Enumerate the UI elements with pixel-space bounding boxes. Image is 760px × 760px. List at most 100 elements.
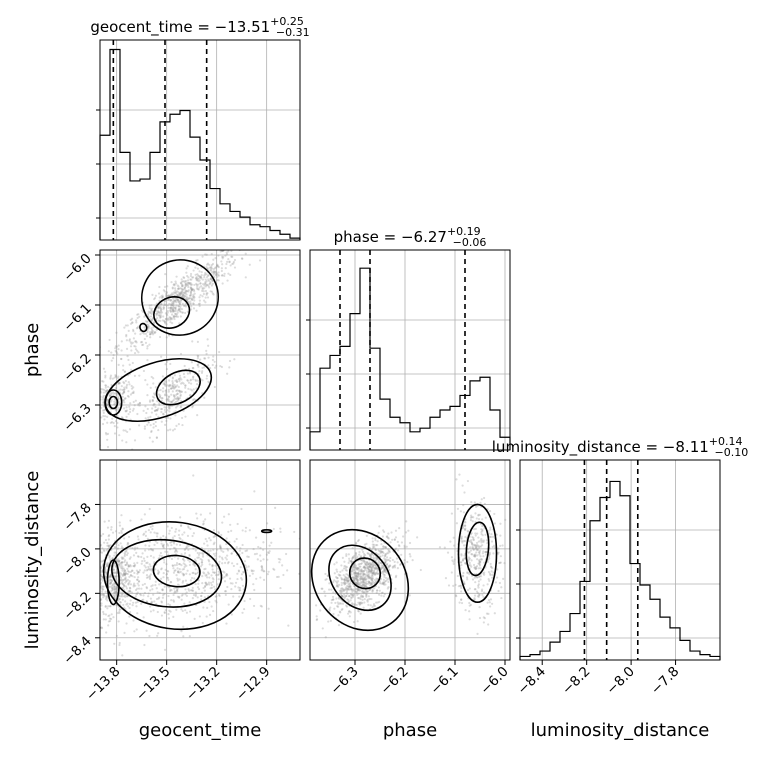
sample-point <box>259 604 262 608</box>
sample-point <box>101 380 104 383</box>
sample-point <box>235 546 238 549</box>
sample-point <box>471 520 474 523</box>
sample-point <box>199 513 202 516</box>
sample-point <box>385 560 388 563</box>
sample-point <box>371 578 374 581</box>
sample-point <box>132 337 135 340</box>
sample-point <box>131 321 134 324</box>
sample-point <box>113 592 117 596</box>
sample-point <box>148 399 152 402</box>
sample-point <box>165 291 168 294</box>
sample-point <box>147 592 150 595</box>
sample-point <box>483 502 486 506</box>
sample-point <box>228 366 231 369</box>
sample-point <box>462 525 465 528</box>
sample-point <box>151 330 155 333</box>
sample-point <box>463 557 467 560</box>
x-axis-label-luminosity_distance: luminosity_distance <box>531 720 710 741</box>
sample-point <box>384 583 387 586</box>
sample-point <box>192 293 195 296</box>
sample-point <box>346 587 349 590</box>
sample-point <box>203 568 206 571</box>
sample-point <box>153 392 156 395</box>
sample-point <box>332 591 335 594</box>
sample-point <box>490 602 494 605</box>
sample-point <box>356 593 359 596</box>
sample-point <box>171 301 174 304</box>
y-tick-label-phase: −6.3 <box>60 401 94 435</box>
sample-point <box>221 521 224 524</box>
sample-point <box>141 309 144 312</box>
sample-point <box>346 577 350 580</box>
sample-point <box>196 363 200 367</box>
sample-point <box>381 554 384 557</box>
sample-point <box>403 559 406 562</box>
sample-point <box>383 592 386 596</box>
sample-point <box>169 294 172 297</box>
sample-point <box>208 576 211 579</box>
sample-point <box>348 557 351 560</box>
sample-point <box>202 520 205 523</box>
sample-point <box>376 572 379 575</box>
sample-point <box>133 548 136 551</box>
sample-point <box>136 546 139 550</box>
sample-point <box>123 572 127 576</box>
sample-point <box>87 588 89 590</box>
sample-point <box>140 518 143 521</box>
sample-point <box>175 380 179 384</box>
sample-point <box>477 584 480 587</box>
sample-point <box>324 578 327 581</box>
sample-point <box>127 565 130 568</box>
sample-point <box>169 299 172 302</box>
sample-point <box>88 543 90 545</box>
sample-point <box>359 602 362 605</box>
sample-point <box>489 526 492 529</box>
sample-point <box>121 587 125 590</box>
sample-point <box>120 561 124 564</box>
sample-point <box>196 571 199 575</box>
sample-point <box>173 550 177 553</box>
sample-point <box>331 595 335 599</box>
sample-point <box>213 270 217 273</box>
sample-point <box>191 406 194 409</box>
sample-point <box>242 570 245 574</box>
sample-point <box>321 587 324 590</box>
sample-point <box>157 570 161 574</box>
sample-point <box>405 520 408 523</box>
sample-point <box>169 387 173 390</box>
sample-point <box>340 583 343 587</box>
sample-point <box>359 575 363 578</box>
sample-point <box>180 390 183 393</box>
sample-point <box>167 298 171 301</box>
sample-point <box>142 598 145 601</box>
sample-point <box>208 286 211 289</box>
sample-point <box>156 311 159 315</box>
sample-point <box>211 279 214 282</box>
sample-point <box>368 588 371 591</box>
sample-point <box>358 603 362 606</box>
sample-point <box>186 279 190 282</box>
sample-point <box>115 593 118 596</box>
sample-point <box>207 364 210 367</box>
sample-point <box>372 562 376 565</box>
sample-point <box>195 287 199 290</box>
sample-point <box>85 581 87 583</box>
sample-point <box>221 255 224 258</box>
sample-point <box>359 573 362 576</box>
sample-point <box>111 583 114 586</box>
sample-point <box>114 551 118 554</box>
sample-point <box>236 562 239 566</box>
sample-point <box>96 577 98 579</box>
sample-point <box>114 590 118 594</box>
sample-point <box>400 541 404 544</box>
sample-point <box>178 301 181 304</box>
sample-point <box>146 325 150 328</box>
sample-point <box>181 291 184 294</box>
sample-point <box>335 585 338 588</box>
sample-point <box>180 608 183 611</box>
sample-point <box>194 559 198 563</box>
sample-point <box>236 522 239 526</box>
sample-point <box>231 255 234 259</box>
sample-point <box>244 564 247 567</box>
sample-point <box>189 293 192 296</box>
